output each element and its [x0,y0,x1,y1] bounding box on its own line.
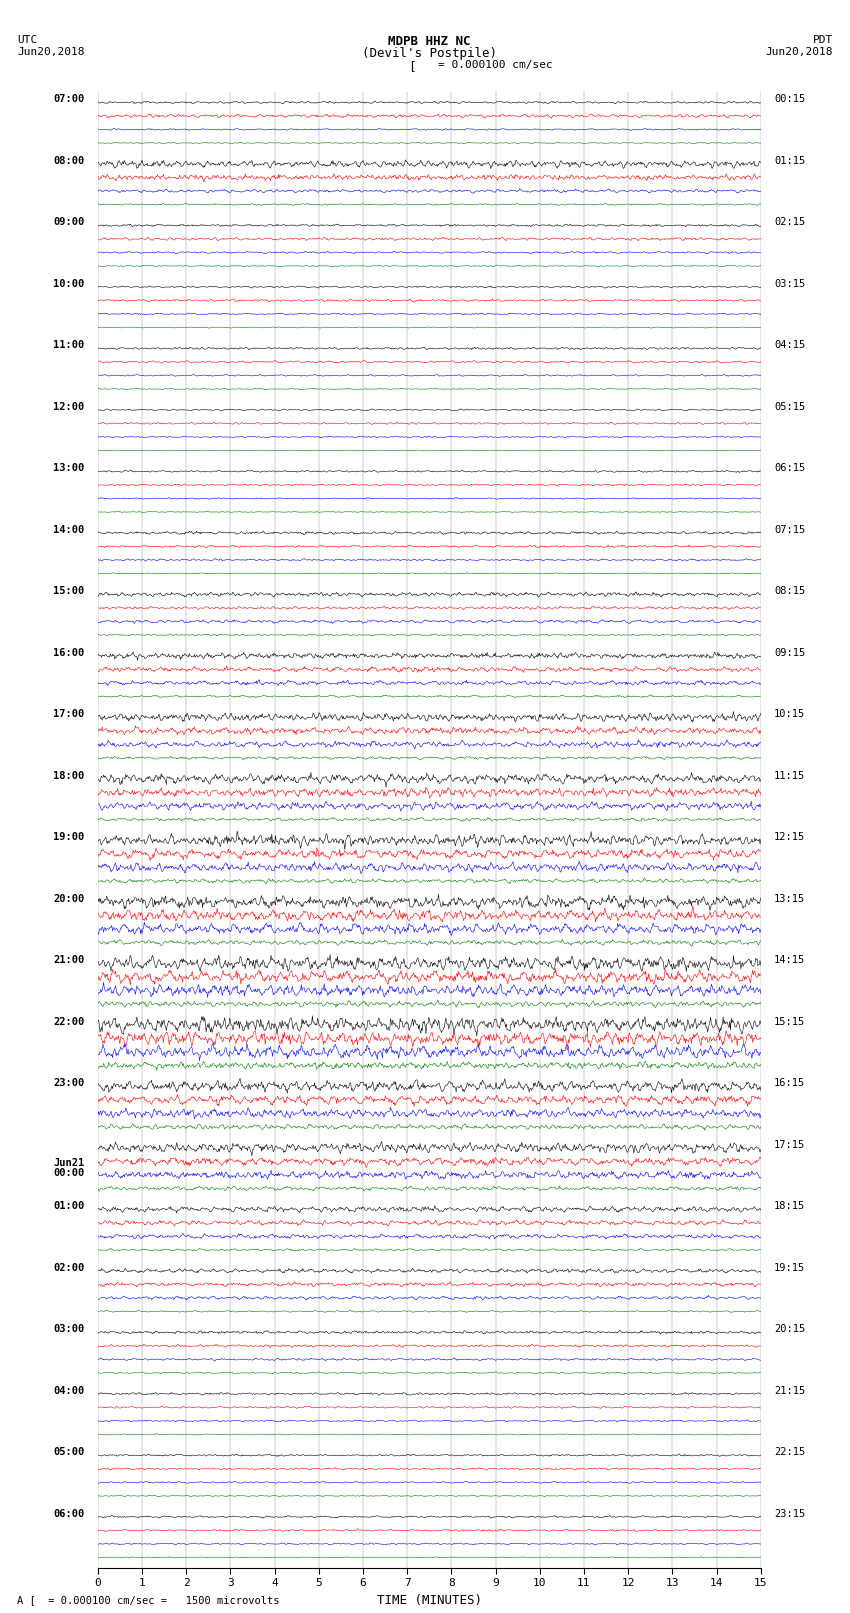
Text: 03:15: 03:15 [774,279,805,289]
Text: 08:15: 08:15 [774,586,805,597]
Text: 06:00: 06:00 [54,1508,84,1519]
Text: 02:15: 02:15 [774,218,805,227]
Text: 18:15: 18:15 [774,1202,805,1211]
Text: 01:00: 01:00 [54,1202,84,1211]
Text: 11:00: 11:00 [54,340,84,350]
Text: 17:00: 17:00 [54,710,84,719]
Text: 10:15: 10:15 [774,710,805,719]
Text: 07:00: 07:00 [54,94,84,105]
Text: 01:15: 01:15 [774,156,805,166]
Text: 05:15: 05:15 [774,402,805,411]
Text: 08:00: 08:00 [54,156,84,166]
Text: 12:00: 12:00 [54,402,84,411]
Text: 13:15: 13:15 [774,894,805,903]
Text: 05:00: 05:00 [54,1447,84,1457]
Text: 22:15: 22:15 [774,1447,805,1457]
Text: 21:15: 21:15 [774,1386,805,1395]
Text: Jun20,2018: Jun20,2018 [17,47,84,56]
Text: PDT: PDT [813,35,833,45]
Text: 21:00: 21:00 [54,955,84,965]
Text: 19:15: 19:15 [774,1263,805,1273]
Text: 15:00: 15:00 [54,586,84,597]
Text: 20:00: 20:00 [54,894,84,903]
Text: 06:15: 06:15 [774,463,805,473]
Text: Jun20,2018: Jun20,2018 [766,47,833,56]
Text: 20:15: 20:15 [774,1324,805,1334]
Text: 13:00: 13:00 [54,463,84,473]
Text: 04:00: 04:00 [54,1386,84,1395]
Text: 00:15: 00:15 [774,94,805,105]
Text: 14:15: 14:15 [774,955,805,965]
Text: 15:15: 15:15 [774,1016,805,1027]
Text: 11:15: 11:15 [774,771,805,781]
Text: 19:00: 19:00 [54,832,84,842]
Text: 17:15: 17:15 [774,1140,805,1150]
Text: UTC: UTC [17,35,37,45]
Text: 09:00: 09:00 [54,218,84,227]
Text: 04:15: 04:15 [774,340,805,350]
Text: 07:15: 07:15 [774,524,805,536]
Text: 23:00: 23:00 [54,1077,84,1089]
Text: 22:00: 22:00 [54,1016,84,1027]
Text: Jun21: Jun21 [54,1158,84,1168]
Text: 00:00: 00:00 [54,1168,84,1177]
Text: 10:00: 10:00 [54,279,84,289]
Text: A [  = 0.000100 cm/sec =   1500 microvolts: A [ = 0.000100 cm/sec = 1500 microvolts [17,1595,280,1605]
Text: 02:00: 02:00 [54,1263,84,1273]
Text: [: [ [409,60,416,73]
Text: 23:15: 23:15 [774,1508,805,1519]
Text: 16:00: 16:00 [54,648,84,658]
Text: MDPB HHZ NC: MDPB HHZ NC [388,35,471,48]
Text: = 0.000100 cm/sec: = 0.000100 cm/sec [438,60,552,69]
X-axis label: TIME (MINUTES): TIME (MINUTES) [377,1594,482,1607]
Text: 14:00: 14:00 [54,524,84,536]
Text: 03:00: 03:00 [54,1324,84,1334]
Text: 09:15: 09:15 [774,648,805,658]
Text: 16:15: 16:15 [774,1077,805,1089]
Text: (Devil's Postpile): (Devil's Postpile) [362,47,496,60]
Text: 18:00: 18:00 [54,771,84,781]
Text: 12:15: 12:15 [774,832,805,842]
